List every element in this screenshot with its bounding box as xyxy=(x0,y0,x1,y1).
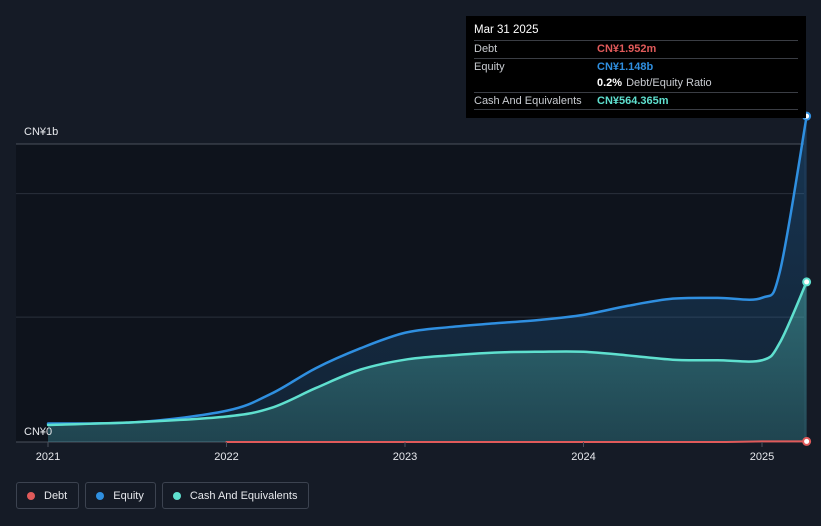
legend-item-debt[interactable]: Debt xyxy=(16,482,80,509)
tooltip-cash-label: Cash And Equivalents xyxy=(474,94,582,107)
legend-item-cash[interactable]: Cash And Equivalents xyxy=(161,482,310,509)
tooltip-equity-value: CN¥1.148b xyxy=(597,60,654,73)
cash-and-equivalents-area xyxy=(48,281,807,442)
y-tick-label-zero: CN¥0 xyxy=(24,426,52,438)
tooltip-debt-label: Debt xyxy=(474,43,498,56)
tooltip-ratio-label: Debt/Equity Ratio xyxy=(626,77,712,90)
x-tick-label: 2023 xyxy=(393,451,417,463)
cash-and-equivalents-line xyxy=(46,280,808,427)
equity-dot-icon xyxy=(96,491,105,500)
cash-dot-icon xyxy=(172,491,181,500)
debt-line xyxy=(225,440,808,444)
tooltip-row-cash: Cash And Equivalents CN¥564.365m xyxy=(474,91,798,110)
tooltip-equity-label: Equity xyxy=(474,60,505,73)
tooltip-cash-value: CN¥564.365m xyxy=(597,94,669,107)
tooltip-debt-value: CN¥1.952m xyxy=(597,43,657,56)
y-tick-label-top: CN¥1b xyxy=(24,126,58,138)
legend-equity-label: Equity xyxy=(113,489,144,502)
cash-and-equivalents-end-point xyxy=(802,277,812,287)
tooltip-ratio-value: 0.2% xyxy=(597,77,623,90)
tooltip-row-ratio: 0.2% Debt/Equity Ratio xyxy=(474,75,798,92)
tooltip-row-equity: Equity CN¥1.148b xyxy=(474,57,798,76)
legend: Debt Equity Cash And Equivalents xyxy=(16,482,310,509)
x-tick-label: 2025 xyxy=(750,451,774,463)
x-tick-label: 2022 xyxy=(214,451,238,463)
tooltip-panel: Mar 31 2025 Debt CN¥1.952m Equity CN¥1.1… xyxy=(466,16,806,118)
tooltip-date: Mar 31 2025 xyxy=(474,24,539,36)
debt-end-point xyxy=(802,436,812,446)
tooltip-row-debt: Debt CN¥1.952m xyxy=(474,40,798,58)
legend-debt-label: Debt xyxy=(44,489,68,502)
x-tick-label: 2021 xyxy=(36,451,60,463)
debt-dot-icon xyxy=(27,491,35,500)
x-tick-label: 2024 xyxy=(571,451,595,463)
legend-item-equity[interactable]: Equity xyxy=(85,482,156,509)
legend-cash-label: Cash And Equivalents xyxy=(189,489,298,502)
equity-line xyxy=(46,114,808,425)
